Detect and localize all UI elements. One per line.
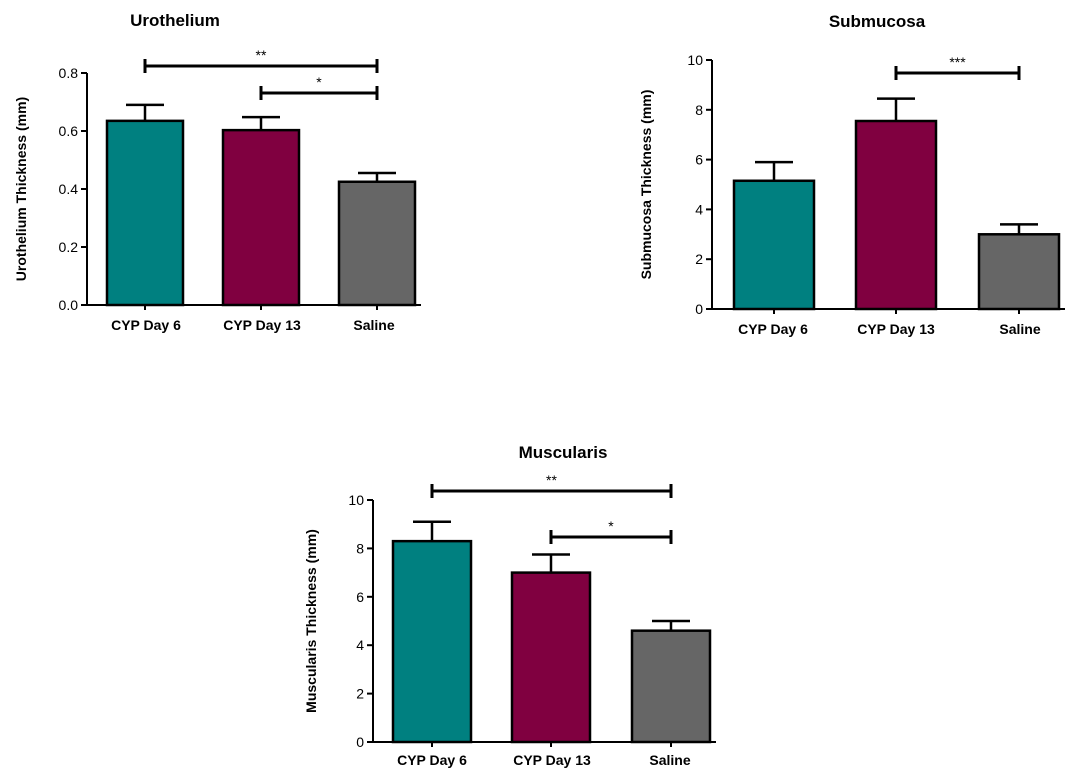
chart-panel-submucosa: Submucosa Submucosa Thickness (mm) 0 2 4 6 8 10…: [638, 12, 1065, 337]
y-axis-label: Submucosa Thickness (mm): [638, 90, 654, 280]
bar-cyp-day-6: [391, 539, 473, 744]
y-tick-label: 8: [356, 540, 364, 556]
y-tick-label: 6: [356, 589, 364, 605]
chart-title: Submucosa: [829, 12, 926, 31]
y-tick-label: 0: [695, 301, 703, 317]
significance-label: *: [316, 74, 322, 90]
bar-cyp-day-13: [510, 571, 592, 744]
y-tick-label: 0.0: [59, 297, 79, 313]
x-tick-label: CYP Day 13: [857, 321, 935, 337]
x-tick-label: CYP Day 6: [111, 317, 181, 333]
x-tick-label: CYP Day 6: [397, 752, 467, 768]
x-tick-label: CYP Day 6: [738, 321, 808, 337]
y-axis-label: Urothelium Thickness (mm): [13, 97, 29, 281]
y-tick-label: 0.6: [59, 123, 79, 139]
chart-title: Muscularis: [519, 443, 608, 462]
y-axis-label: Muscularis Thickness (mm): [303, 529, 319, 713]
chart-panel-muscularis: Muscularis Muscularis Thickness (mm) 0 2 4 6 8…: [303, 443, 716, 768]
bar-cyp-day-13: [854, 119, 938, 311]
y-tick-label: 4: [695, 201, 703, 217]
y-tick-label: 0.4: [59, 181, 79, 197]
y-tick-label: 6: [695, 152, 703, 168]
significance-label: ***: [949, 54, 966, 70]
bar-saline: [337, 180, 417, 307]
chart-panel-urothelium: Urothelium Urothelium Thickness (mm) 0.0 0.…: [13, 11, 421, 333]
y-tick-label: 0.2: [59, 239, 79, 255]
y-tick-label: 10: [687, 52, 703, 68]
y-tick-label: 8: [695, 102, 703, 118]
y-tick-label: 0: [356, 734, 364, 750]
x-tick-label: CYP Day 13: [223, 317, 301, 333]
bar-saline: [630, 629, 712, 744]
x-tick-label: CYP Day 13: [513, 752, 591, 768]
x-tick-label: Saline: [999, 321, 1040, 337]
y-tick-label: 4: [356, 637, 364, 653]
bar-saline: [977, 233, 1061, 311]
bar-cyp-day-6: [732, 179, 816, 311]
x-tick-label: Saline: [649, 752, 690, 768]
bar-cyp-day-13: [221, 128, 301, 307]
y-tick-label: 10: [348, 492, 364, 508]
significance-label: **: [256, 47, 267, 63]
y-tick-label: 2: [695, 251, 703, 267]
y-tick-label: 2: [356, 686, 364, 702]
significance-label: **: [546, 472, 557, 488]
chart-title: Urothelium: [130, 11, 220, 30]
bar-cyp-day-6: [105, 119, 185, 307]
significance-label: *: [608, 518, 614, 534]
x-tick-label: Saline: [353, 317, 394, 333]
y-tick-label: 0.8: [59, 65, 79, 81]
